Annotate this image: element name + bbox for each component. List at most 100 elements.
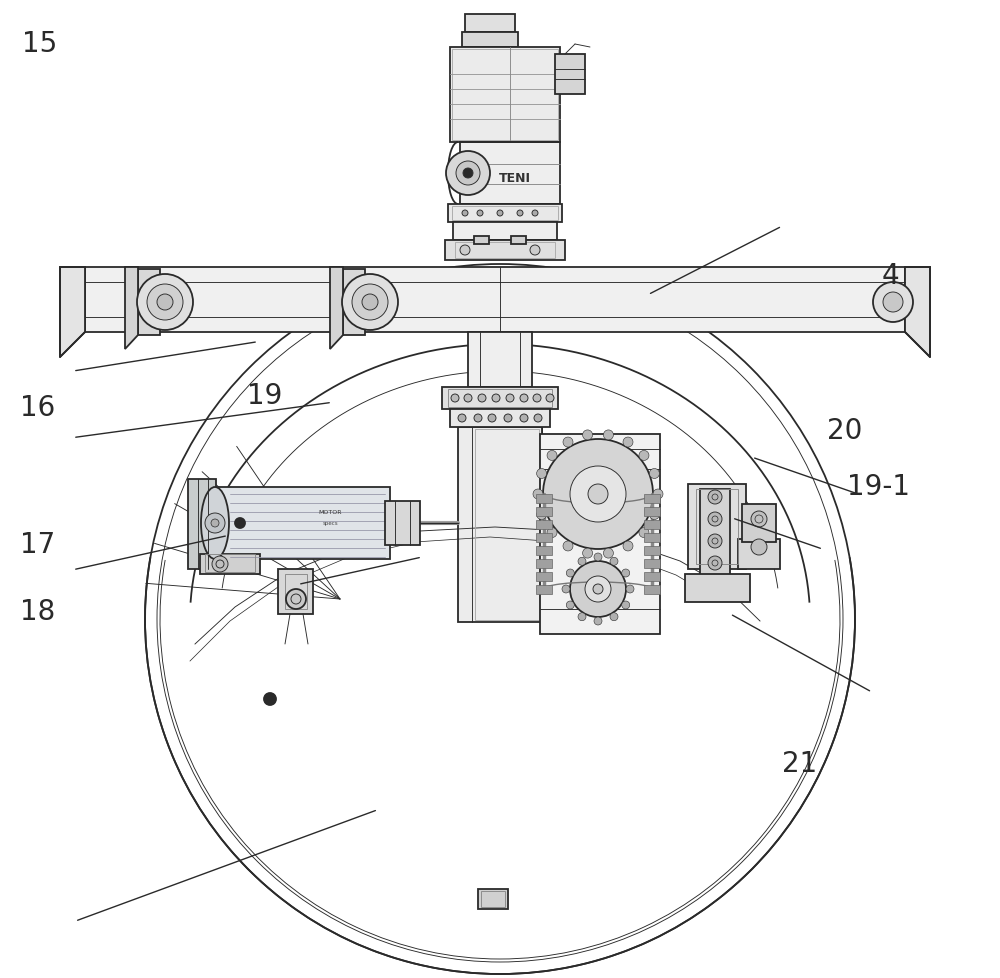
Bar	[738, 540, 780, 569]
Bar	[696, 490, 738, 564]
Text: TENI: TENI	[499, 171, 531, 184]
Bar	[644, 508, 660, 516]
Bar	[448, 389, 552, 408]
Circle shape	[506, 394, 514, 403]
Polygon shape	[125, 268, 138, 350]
Bar	[455, 243, 555, 259]
Polygon shape	[60, 268, 85, 358]
Circle shape	[594, 617, 602, 625]
Circle shape	[205, 513, 225, 533]
Circle shape	[264, 693, 276, 705]
Text: 17: 17	[20, 531, 56, 558]
Bar	[460, 143, 560, 204]
Circle shape	[708, 556, 722, 570]
Bar	[468, 333, 532, 387]
Circle shape	[352, 285, 388, 321]
Polygon shape	[905, 268, 930, 358]
Circle shape	[603, 430, 613, 440]
Circle shape	[497, 211, 503, 217]
Circle shape	[708, 491, 722, 505]
Circle shape	[649, 510, 659, 520]
Circle shape	[464, 394, 472, 403]
Circle shape	[649, 469, 659, 479]
Bar	[85, 268, 905, 333]
Text: 20: 20	[827, 417, 863, 444]
Bar	[685, 574, 750, 602]
Circle shape	[751, 511, 767, 527]
Circle shape	[563, 437, 573, 448]
Circle shape	[534, 415, 542, 422]
Bar	[462, 33, 518, 48]
Circle shape	[583, 549, 593, 558]
Circle shape	[593, 585, 603, 595]
Circle shape	[588, 484, 608, 505]
Circle shape	[533, 394, 541, 403]
Circle shape	[610, 557, 618, 565]
Circle shape	[157, 294, 173, 311]
Text: 21: 21	[782, 749, 818, 777]
Circle shape	[566, 569, 574, 577]
Circle shape	[546, 394, 554, 403]
Circle shape	[873, 283, 913, 323]
Text: 4: 4	[881, 262, 899, 289]
Circle shape	[883, 292, 903, 313]
Bar	[644, 547, 660, 556]
Bar	[644, 495, 660, 504]
Circle shape	[622, 601, 630, 609]
Bar	[442, 387, 558, 410]
Bar	[644, 520, 660, 529]
Circle shape	[533, 490, 543, 500]
Bar	[644, 586, 660, 595]
Bar	[385, 502, 420, 546]
Bar	[536, 572, 552, 581]
Circle shape	[235, 518, 245, 528]
Bar	[536, 520, 552, 529]
Ellipse shape	[201, 487, 229, 559]
Bar	[540, 434, 660, 635]
Circle shape	[464, 170, 472, 178]
Circle shape	[488, 415, 496, 422]
Circle shape	[530, 245, 540, 255]
Circle shape	[537, 469, 547, 479]
Circle shape	[477, 211, 483, 217]
Circle shape	[626, 586, 634, 594]
Circle shape	[583, 430, 593, 440]
Circle shape	[463, 169, 473, 179]
Circle shape	[212, 556, 228, 572]
Bar	[343, 270, 365, 335]
Circle shape	[537, 510, 547, 520]
Bar	[475, 429, 539, 620]
Bar	[138, 270, 160, 335]
Text: 18: 18	[20, 598, 56, 625]
Circle shape	[532, 211, 538, 217]
Circle shape	[451, 394, 459, 403]
Bar	[536, 586, 552, 595]
Circle shape	[137, 275, 193, 331]
Bar	[474, 237, 489, 244]
Circle shape	[653, 490, 663, 500]
Text: 19-1: 19-1	[846, 472, 910, 500]
Bar	[458, 427, 542, 622]
Circle shape	[547, 451, 557, 461]
Bar	[452, 50, 558, 141]
Circle shape	[462, 211, 468, 217]
Bar	[200, 555, 260, 574]
Bar	[478, 889, 508, 910]
Circle shape	[286, 590, 306, 609]
Circle shape	[570, 467, 626, 522]
Circle shape	[458, 415, 466, 422]
Bar	[536, 495, 552, 504]
Bar	[285, 574, 307, 609]
Circle shape	[517, 211, 523, 217]
Bar	[445, 241, 565, 261]
Circle shape	[211, 519, 219, 527]
Circle shape	[578, 557, 586, 565]
Bar	[205, 555, 255, 572]
Bar	[742, 505, 776, 543]
Circle shape	[547, 528, 557, 538]
Circle shape	[474, 415, 482, 422]
Circle shape	[460, 245, 470, 255]
Circle shape	[623, 542, 633, 552]
Bar	[644, 572, 660, 581]
Text: specs: specs	[322, 521, 338, 526]
